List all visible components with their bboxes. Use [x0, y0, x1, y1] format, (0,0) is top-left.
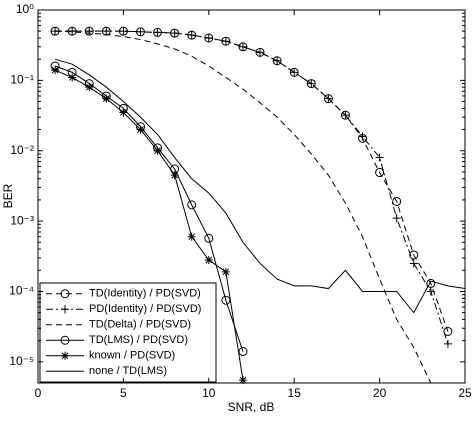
legend-label: none / TD(LMS)	[89, 365, 167, 377]
marker	[443, 339, 452, 348]
marker	[85, 83, 94, 92]
legend-label: TD(LMS) / PD(SVD)	[89, 334, 188, 346]
legend-box	[39, 282, 217, 383]
marker	[119, 108, 128, 117]
legend: TD(Identity) / PD(SVD) PD(Identity) / PD(…	[39, 282, 217, 383]
legend-label: PD(Identity) / PD(SVD)	[89, 303, 201, 315]
x-tick-label: 5	[120, 386, 127, 400]
marker	[375, 153, 384, 162]
plot-area	[50, 26, 465, 385]
marker	[409, 259, 418, 268]
marker	[187, 200, 197, 210]
marker	[221, 37, 230, 46]
series-line	[55, 30, 432, 384]
y-tick-label: 10⁻³	[10, 213, 34, 227]
marker	[61, 305, 69, 314]
plot-frame	[37, 9, 466, 384]
marker	[204, 34, 213, 43]
y-tick-label: 10⁻⁴	[9, 284, 34, 298]
x-tick-label: 0	[35, 386, 42, 400]
marker	[375, 168, 385, 178]
marker	[170, 171, 179, 180]
marker	[153, 146, 162, 155]
marker	[85, 27, 94, 36]
marker	[60, 289, 70, 299]
series-line	[54, 58, 465, 314]
legend-label: TD(Delta) / PD(SVD)	[89, 319, 191, 331]
marker	[51, 66, 60, 75]
marker	[136, 125, 145, 134]
legend-label: known / PD(SVD)	[89, 350, 175, 362]
x-tick-label: 15	[288, 386, 302, 400]
marker	[170, 29, 179, 38]
y-tick-label: 10⁻⁵	[9, 354, 34, 368]
marker	[204, 255, 213, 264]
marker	[68, 27, 77, 36]
series-line	[54, 69, 244, 381]
marker	[187, 31, 196, 40]
marker	[221, 267, 230, 276]
marker	[256, 48, 265, 57]
series-line	[54, 65, 244, 352]
marker	[68, 73, 77, 82]
marker	[102, 94, 111, 103]
marker	[443, 326, 453, 336]
y-tick-label: 10⁻¹	[10, 73, 34, 87]
marker	[187, 232, 196, 241]
marker	[409, 250, 419, 260]
marker	[60, 335, 70, 345]
marker	[102, 27, 111, 36]
y-axis-label: BER	[1, 183, 15, 208]
x-axis-label: SNR, dB	[228, 400, 275, 414]
marker	[273, 56, 282, 65]
marker	[153, 28, 162, 37]
marker	[119, 27, 128, 36]
marker	[290, 68, 299, 77]
marker	[136, 27, 145, 36]
marker	[238, 376, 247, 385]
marker	[392, 196, 402, 206]
legend-label: TD(Identity) / PD(SVD)	[89, 288, 201, 300]
marker	[426, 287, 435, 296]
marker	[238, 42, 247, 51]
marker	[358, 132, 367, 141]
marker	[324, 94, 333, 103]
marker	[341, 111, 350, 120]
marker	[307, 79, 316, 88]
marker	[392, 214, 401, 223]
x-tick-label: 25	[458, 386, 472, 400]
marker	[204, 233, 214, 243]
marker	[426, 278, 436, 288]
y-tick-label: 10⁻²	[10, 143, 34, 157]
y-tick-label: 10⁰	[16, 2, 34, 16]
x-tick-label: 20	[373, 386, 387, 400]
marker	[61, 351, 69, 360]
x-tick-label: 10	[202, 386, 216, 400]
